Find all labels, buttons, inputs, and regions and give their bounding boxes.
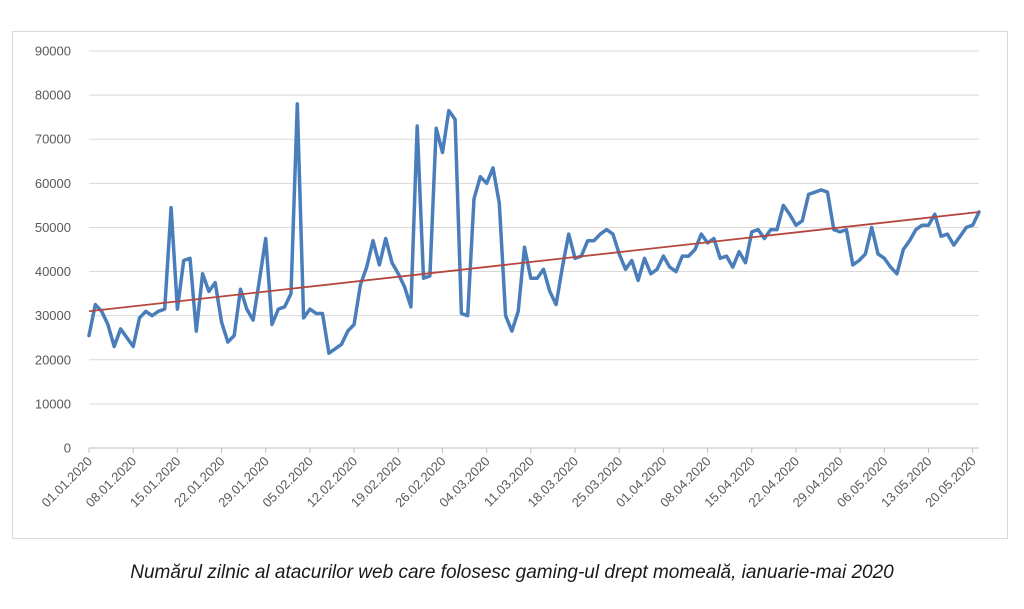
daily-attacks-line bbox=[87, 102, 981, 355]
y-tick-label: 90000 bbox=[35, 44, 71, 59]
y-tick-label: 10000 bbox=[35, 396, 71, 411]
y-tick-label: 60000 bbox=[35, 176, 71, 191]
gridlines bbox=[89, 50, 979, 449]
y-tick-label: 30000 bbox=[35, 308, 71, 323]
chart-frame: 0 10000 20000 30000 40000 50000 60000 70000 8000… bbox=[12, 31, 1008, 539]
y-tick-label: 20000 bbox=[35, 352, 71, 367]
trend-line bbox=[88, 211, 980, 313]
y-axis-ticks: 0 10000 20000 30000 40000 50000 60000 70000 8000… bbox=[35, 44, 71, 456]
y-tick-label: 50000 bbox=[35, 220, 71, 235]
y-tick-label: 40000 bbox=[35, 264, 71, 279]
y-tick-label: 70000 bbox=[35, 132, 71, 147]
y-tick-label: 0 bbox=[64, 441, 71, 456]
x-axis-ticks: 01.01.202008.01.202015.01.202022.01.2020… bbox=[38, 448, 979, 510]
y-tick-label: 80000 bbox=[35, 88, 71, 103]
figure-caption: Numărul zilnic al atacurilor web care fo… bbox=[130, 562, 894, 583]
line-chart: 0 10000 20000 30000 40000 50000 60000 70000 8000… bbox=[35, 44, 981, 510]
series-lines bbox=[87, 102, 981, 355]
